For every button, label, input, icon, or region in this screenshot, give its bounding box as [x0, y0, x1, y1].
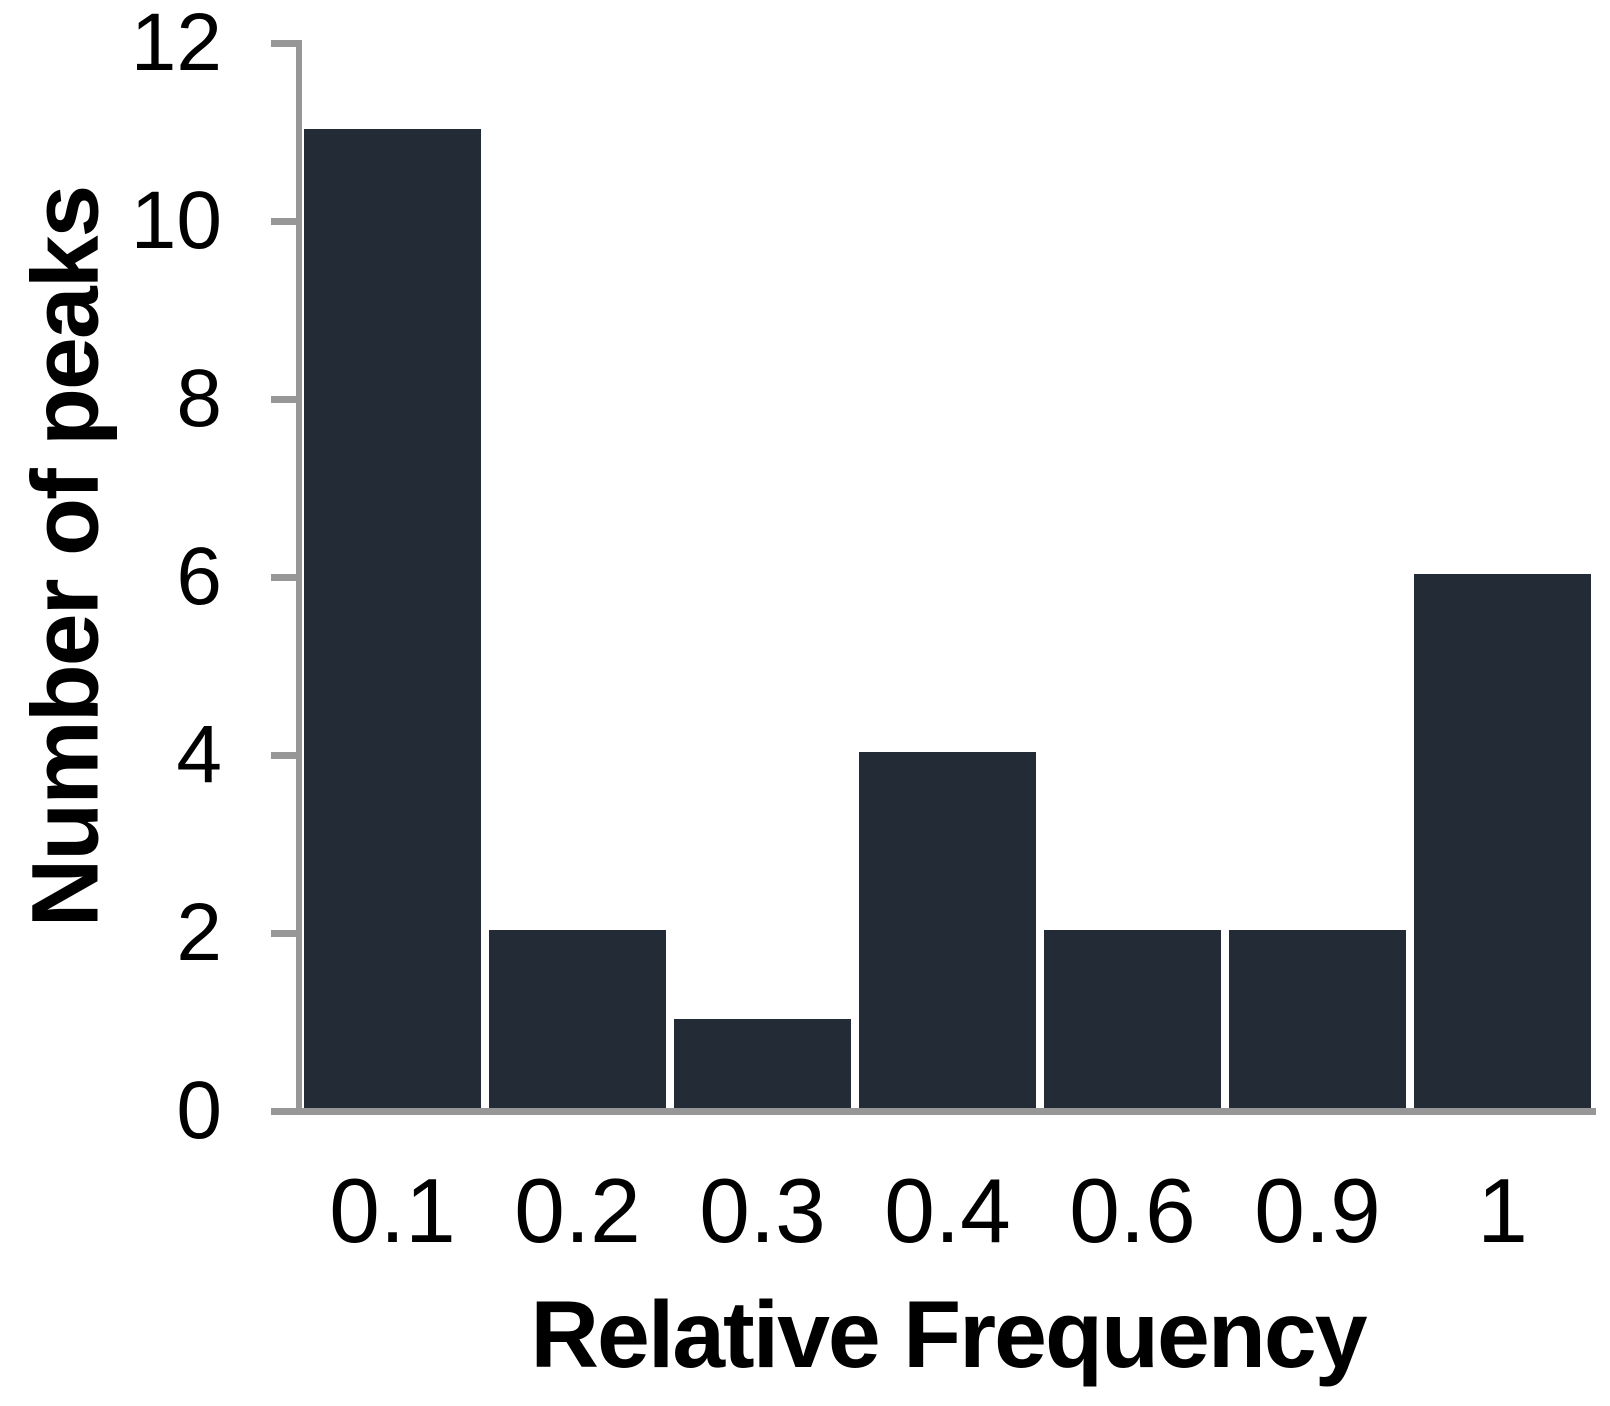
x-axis-line — [271, 1108, 1596, 1115]
y-tick-label: 0 — [176, 1065, 222, 1156]
y-tick-label: 6 — [176, 531, 222, 622]
bar — [1229, 930, 1406, 1108]
y-axis-tick — [271, 218, 302, 225]
y-axis-tick — [271, 752, 302, 759]
x-tick-label: 0.4 — [884, 1161, 1011, 1262]
bar — [1414, 574, 1591, 1108]
bar — [489, 930, 666, 1108]
y-tick-label: 4 — [176, 709, 222, 800]
y-tick-label: 12 — [130, 0, 222, 88]
bar — [674, 1019, 851, 1108]
x-axis-title: Relative Frequency — [530, 1282, 1367, 1388]
x-tick-label: 0.3 — [699, 1161, 826, 1262]
y-axis-tick — [271, 1108, 302, 1115]
y-tick-label: 10 — [130, 175, 222, 266]
y-tick-label: 2 — [176, 887, 222, 978]
bar — [1044, 930, 1221, 1108]
y-tick-label: 8 — [176, 353, 222, 444]
x-tick-label: 1 — [1477, 1161, 1528, 1262]
x-tick-label: 0.1 — [329, 1161, 456, 1262]
y-axis-tick — [271, 40, 302, 47]
y-axis-tick — [271, 396, 302, 403]
bar — [304, 129, 481, 1108]
x-tick-label: 0.6 — [1069, 1161, 1196, 1262]
x-tick-label: 0.9 — [1254, 1161, 1381, 1262]
bar — [859, 752, 1036, 1108]
x-tick-label: 0.2 — [514, 1161, 641, 1262]
y-axis-tick — [271, 930, 302, 937]
y-axis-tick — [271, 574, 302, 581]
